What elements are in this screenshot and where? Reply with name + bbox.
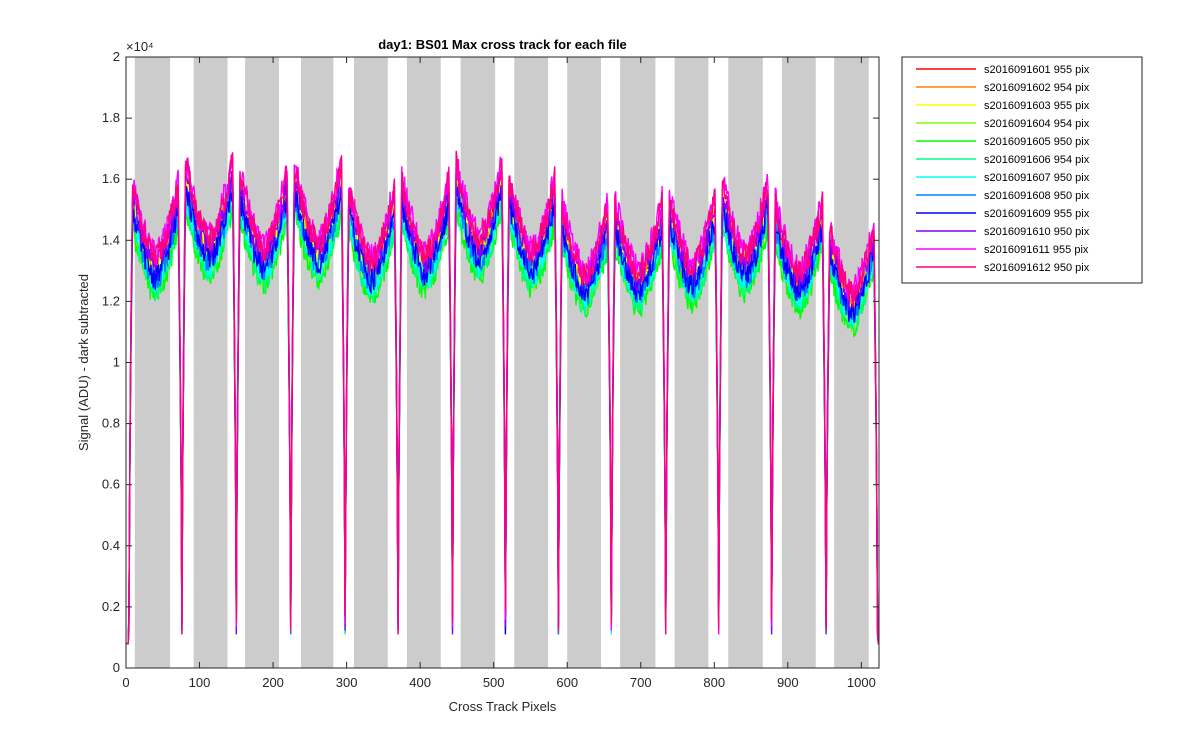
legend-entry: s2016091606 954 pix <box>984 154 1090 166</box>
legend-entry: s2016091602 954 pix <box>984 82 1090 94</box>
x-tick-label: 100 <box>189 675 211 690</box>
y-tick-label: 1.6 <box>102 171 120 186</box>
shaded-band-3 <box>301 57 334 668</box>
shaded-band-6 <box>460 57 496 668</box>
legend-entry: s2016091612 950 pix <box>984 262 1090 274</box>
shaded-band-9 <box>620 57 656 668</box>
legend-entry: s2016091609 955 pix <box>984 208 1090 220</box>
y-tick-label: 0.4 <box>102 538 120 553</box>
legend: s2016091601 955 pix s2016091602 954 pix s2… <box>901 56 1143 284</box>
x-tick-label: 400 <box>409 675 431 690</box>
shaded-band-7 <box>514 57 549 668</box>
y-axis-label: Signal (ADU) - dark subtracted <box>76 274 91 451</box>
shaded-band-11 <box>728 57 763 668</box>
series-line-11 <box>126 150 879 645</box>
y-tick-label: 1.4 <box>102 232 120 247</box>
shaded-band-2 <box>245 57 279 668</box>
shaded-band-12 <box>781 57 816 668</box>
shaded-band-13 <box>834 57 869 668</box>
shaded-band-4 <box>353 57 388 668</box>
chart-title: day1: BS01 Max cross track for each file <box>378 37 627 52</box>
legend-box <box>901 56 1143 284</box>
x-tick-label: 700 <box>630 675 652 690</box>
legend-entry: s2016091601 955 pix <box>984 64 1090 76</box>
legend-entry: s2016091603 955 pix <box>984 100 1090 112</box>
legend-entry: s2016091607 950 pix <box>984 172 1090 184</box>
shaded-band-10 <box>674 57 709 668</box>
legend-entry: s2016091611 955 pix <box>984 244 1089 256</box>
x-tick-label: 900 <box>777 675 799 690</box>
y-tick-label: 0.8 <box>102 416 120 431</box>
x-tick-label: 200 <box>262 675 284 690</box>
shaded-band-8 <box>567 57 602 668</box>
series-lines <box>126 150 879 645</box>
y-tick-label: 1.8 <box>102 110 120 125</box>
shaded-band-1 <box>193 57 228 668</box>
y-tick-label: 0 <box>113 660 120 675</box>
x-tick-label: 1000 <box>847 675 876 690</box>
axis-ticks: 0 100 200 300 400 500 600 700 800 900 1000 0 0.2 0.4 0… <box>102 49 879 690</box>
x-axis-label: Cross Track Pixels <box>449 699 557 714</box>
y-tick-label: 2 <box>113 49 120 64</box>
shaded-band-5 <box>406 57 441 668</box>
shaded-bands <box>134 57 869 668</box>
legend-entry: s2016091610 950 pix <box>984 226 1090 238</box>
x-tick-label: 800 <box>703 675 725 690</box>
y-tick-label: 0.2 <box>102 599 120 614</box>
y-tick-label: 1 <box>113 355 120 370</box>
y-tick-label: 0.6 <box>102 477 120 492</box>
x-tick-label: 600 <box>556 675 578 690</box>
legend-entry: s2016091604 954 pix <box>984 118 1090 130</box>
x-tick-label: 500 <box>483 675 505 690</box>
y-tick-label: 1.2 <box>102 293 120 308</box>
y-axis-exponent: ×10⁴ <box>126 39 154 54</box>
x-tick-label: 300 <box>336 675 358 690</box>
legend-entry: s2016091605 950 pix <box>984 136 1090 148</box>
legend-entry: s2016091608 950 pix <box>984 190 1090 202</box>
x-tick-label: 0 <box>122 675 129 690</box>
shaded-band-0 <box>134 57 171 668</box>
